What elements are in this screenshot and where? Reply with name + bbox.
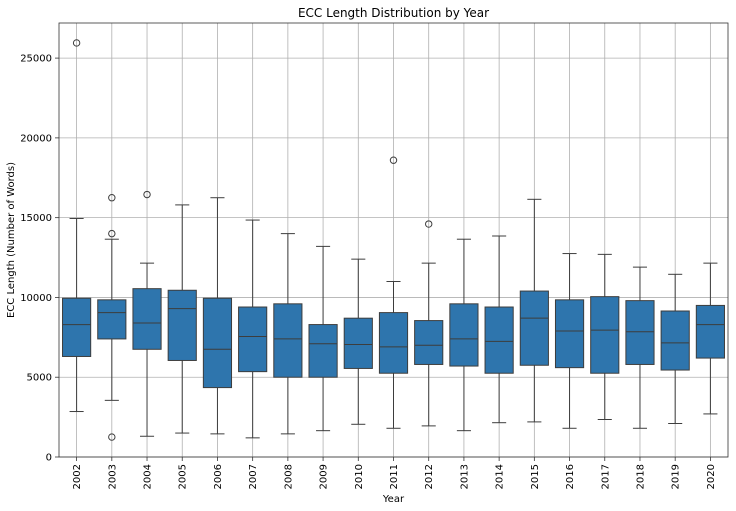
y-tick-label: 5000 (27, 373, 52, 384)
outlier-point (389, 156, 398, 164)
box-2014 (484, 235, 514, 424)
box-group (62, 39, 725, 441)
box-body (414, 320, 444, 365)
box-2016 (554, 253, 585, 429)
y-tick-label: 10000 (20, 293, 52, 304)
box-body (378, 312, 409, 374)
box-2003 (97, 194, 127, 441)
y-tick-label: 20000 (20, 133, 52, 144)
box-2004 (132, 190, 162, 437)
box-2012 (414, 220, 444, 427)
x-tick-label: 2012 (424, 464, 435, 489)
x-tick-label: 2013 (459, 464, 470, 489)
box-body (202, 297, 233, 389)
box-body (695, 304, 725, 359)
x-tick-label: 2011 (389, 464, 400, 489)
box-2018 (625, 266, 655, 429)
box-2006 (202, 197, 233, 435)
outlier-point (425, 220, 433, 228)
x-tick-label: 2005 (178, 464, 189, 489)
box-body (519, 290, 549, 366)
box-2013 (449, 238, 479, 432)
x-tick-label: 2014 (495, 464, 506, 489)
outlier-point (108, 229, 116, 238)
box-body (449, 303, 479, 367)
x-tick-label: 2018 (635, 464, 646, 489)
box-body (625, 300, 655, 365)
x-tick-label: 2008 (283, 464, 294, 489)
y-axis: 0 5000 10000 15000 20000 25000 (20, 54, 59, 464)
box-2005 (167, 204, 197, 434)
x-tick-label: 2010 (354, 464, 365, 489)
box-2020 (695, 262, 725, 415)
x-tick-label: 2006 (213, 464, 224, 489)
box-2019 (660, 273, 690, 424)
box-body (273, 303, 303, 378)
x-tick-label: 2007 (248, 464, 259, 489)
box-2007 (238, 219, 268, 439)
box-2011 (378, 156, 409, 429)
box-body (167, 289, 197, 361)
box-2010 (343, 258, 373, 425)
box-2017 (590, 253, 620, 421)
y-tick-label: 0 (46, 453, 52, 464)
box-2015 (519, 198, 549, 423)
x-tick-label: 2009 (319, 464, 330, 489)
y-tick-label: 25000 (20, 54, 52, 65)
box-body (484, 306, 514, 374)
x-tick-label: 2002 (72, 464, 83, 489)
x-tick-label: 2016 (565, 464, 576, 489)
x-tick-label: 2020 (706, 464, 717, 489)
box-2008 (273, 233, 303, 435)
box-body (660, 310, 690, 371)
x-tick-label: 2015 (530, 464, 541, 489)
box-body (308, 324, 338, 378)
box-body (590, 296, 620, 374)
y-axis-label: ECC Length (Number of Words) (6, 162, 17, 318)
x-axis-label: Year (382, 494, 405, 505)
y-tick-label: 15000 (20, 213, 52, 224)
box-2002 (62, 39, 92, 413)
box-body (554, 299, 585, 369)
box-body (132, 288, 162, 350)
outlier-point (108, 194, 116, 202)
box-body (97, 299, 127, 340)
outlier-point (108, 433, 116, 441)
x-tick-label: 2003 (107, 464, 118, 489)
x-tick-label: 2004 (143, 464, 154, 489)
outlier-point (72, 39, 81, 47)
outlier-point (143, 190, 151, 199)
box-2009 (308, 245, 338, 432)
chart-title: ECC Length Distribution by Year (298, 6, 489, 20)
x-tick-label: 2019 (671, 464, 682, 489)
box-body (343, 317, 373, 369)
box-body (238, 306, 268, 373)
x-axis: 2002 2003 2004 2005 2006 2007 2008 2009 2010 2011… (72, 457, 717, 489)
x-tick-label: 2017 (600, 464, 611, 489)
box-body (62, 297, 92, 357)
